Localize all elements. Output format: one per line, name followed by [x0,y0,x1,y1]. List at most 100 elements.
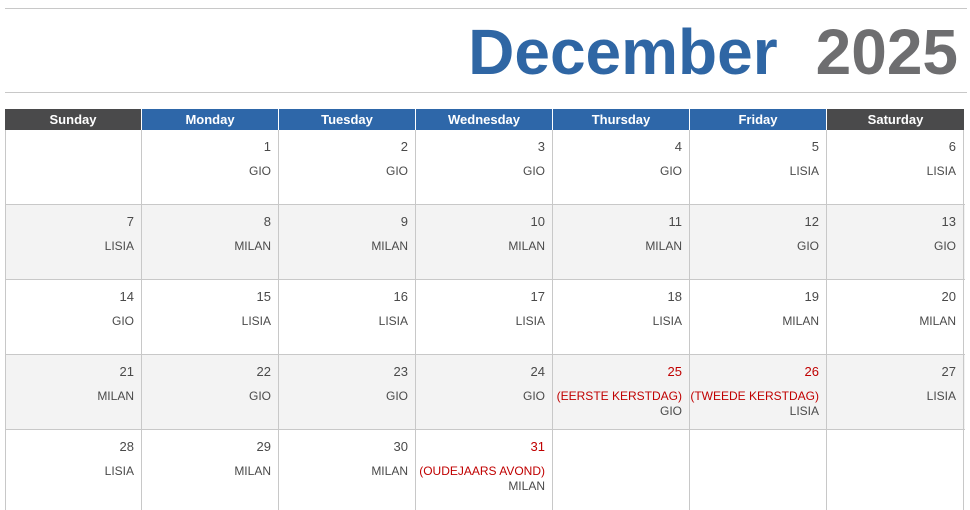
day-number: 28 [119,439,134,454]
assignee-name: LISIA [789,404,819,418]
weekday-header-wednesday: Wednesday [416,109,553,130]
day-number: 15 [256,289,271,304]
month-title: December [468,16,778,88]
day-number: 14 [119,289,134,304]
weekday-header-friday: Friday [690,109,827,130]
day-cell[interactable]: 24 GIO [416,355,553,429]
assignee-name: LISIA [789,164,819,178]
week-row: 14 GIO 15 LISIA 16 LISIA 17 LISIA 18 LISIA 19 MILAN… [5,280,965,355]
day-number: 31 [530,439,545,454]
week-row: 7 LISIA 8 MILAN 9 MILAN 10 MILAN 11 MILAN 12 GIO 13 G… [5,205,965,280]
assignee-name: GIO [796,239,819,253]
assignee-name: GIO [385,389,408,403]
day-cell[interactable]: 1 GIO [142,130,279,204]
day-number: 1 [263,139,271,154]
day-cell[interactable]: 14 GIO [5,280,142,354]
assignee-name: MILAN [919,314,956,328]
day-number [6,138,134,156]
day-number: 2 [400,139,408,154]
day-number: 6 [948,139,956,154]
day-number: 9 [400,214,408,229]
day-number: 21 [119,364,134,379]
assignee-name: GIO [111,314,134,328]
day-number: 12 [804,214,819,229]
day-number: 24 [530,364,545,379]
day-cell[interactable]: 7 LISIA [5,205,142,279]
day-cell[interactable]: 16 LISIA [279,280,416,354]
assignee-name: LISIA [515,314,545,328]
day-cell[interactable]: 18 LISIA [553,280,690,354]
day-number: 3 [537,139,545,154]
day-cell[interactable]: 31 (OUDEJAARS AVOND) MILAN [416,430,553,510]
day-number [690,438,819,456]
day-cell[interactable]: 17 LISIA [416,280,553,354]
assignee-name: LISIA [652,314,682,328]
assignee-name: MILAN [645,239,682,253]
day-number: 25 [667,364,682,379]
day-cell[interactable] [827,430,964,510]
day-cell[interactable]: 12 GIO [690,205,827,279]
assignee-name: MILAN [508,479,545,493]
assignee-name: MILAN [234,464,271,478]
day-cell[interactable]: 28 LISIA [5,430,142,510]
day-number: 23 [393,364,408,379]
day-cell[interactable]: 9 MILAN [279,205,416,279]
assignee-name: MILAN [234,239,271,253]
weekday-header-thursday: Thursday [553,109,690,130]
day-number: 11 [668,214,683,229]
assignee-name: MILAN [508,239,545,253]
day-cell[interactable]: 8 MILAN [142,205,279,279]
day-cell[interactable] [553,430,690,510]
year-title: 2025 [815,16,958,88]
day-number: 27 [941,364,956,379]
day-number: 30 [393,439,408,454]
day-number [553,438,682,456]
day-cell[interactable]: 15 LISIA [142,280,279,354]
day-cell[interactable]: 3 GIO [416,130,553,204]
day-cell[interactable]: 19 MILAN [690,280,827,354]
day-number: 7 [126,214,134,229]
day-cell[interactable]: 5 LISIA [690,130,827,204]
day-cell[interactable]: 6 LISIA [827,130,964,204]
assignee-name: GIO [522,389,545,403]
day-cell[interactable]: 30 MILAN [279,430,416,510]
day-number: 17 [530,289,545,304]
day-cell[interactable]: 26 (TWEEDE KERSTDAG) LISIA [690,355,827,429]
day-number: 16 [393,289,408,304]
title-underline [5,92,967,93]
assignee-name: GIO [522,164,545,178]
day-cell[interactable]: 29 MILAN [142,430,279,510]
day-cell[interactable]: 27 LISIA [827,355,964,429]
day-cell[interactable]: 21 MILAN [5,355,142,429]
day-cell[interactable]: 13 GIO [827,205,964,279]
assignee-name: MILAN [371,464,408,478]
assignee-name: GIO [659,164,682,178]
day-cell[interactable]: 22 GIO [142,355,279,429]
week-row: 1 GIO 2 GIO 3 GIO 4 GIO 5 LISIA 6 LISIA [5,130,965,205]
calendar-weeks: 1 GIO 2 GIO 3 GIO 4 GIO 5 LISIA 6 LISIA 7 LISIA 8 MILAN… [5,130,965,510]
calendar-title: December 2025 [468,14,958,90]
week-row: 28 LISIA 29 MILAN 30 MILAN 31 (OUDEJAARS AVOND)… [5,430,965,510]
day-cell[interactable]: 23 GIO [279,355,416,429]
day-cell[interactable]: 11 MILAN [553,205,690,279]
day-cell[interactable]: 25 (EERSTE KERSTDAG) GIO [553,355,690,429]
day-cell[interactable]: 20 MILAN [827,280,964,354]
assignee-name: LISIA [241,314,271,328]
weekday-header-sunday: Sunday [5,109,142,130]
day-cell[interactable]: 10 MILAN [416,205,553,279]
day-number: 20 [941,289,956,304]
holiday-label: (OUDEJAARS AVOND) [419,464,545,478]
holiday-label: (EERSTE KERSTDAG) [556,389,682,403]
day-cell[interactable] [5,130,142,204]
assignee-name: GIO [659,404,682,418]
holiday-label: (TWEEDE KERSTDAG) [690,389,819,403]
day-number: 19 [804,289,819,304]
day-number: 18 [667,289,682,304]
day-cell[interactable]: 4 GIO [553,130,690,204]
assignee-name: LISIA [926,389,956,403]
week-row: 21 MILAN 22 GIO 23 GIO 24 GIO 25 (EERSTE KERSTDAG… [5,355,965,430]
day-cell[interactable]: 2 GIO [279,130,416,204]
assignee-name: MILAN [97,389,134,403]
day-cell[interactable] [690,430,827,510]
assignee-name: LISIA [104,239,134,253]
